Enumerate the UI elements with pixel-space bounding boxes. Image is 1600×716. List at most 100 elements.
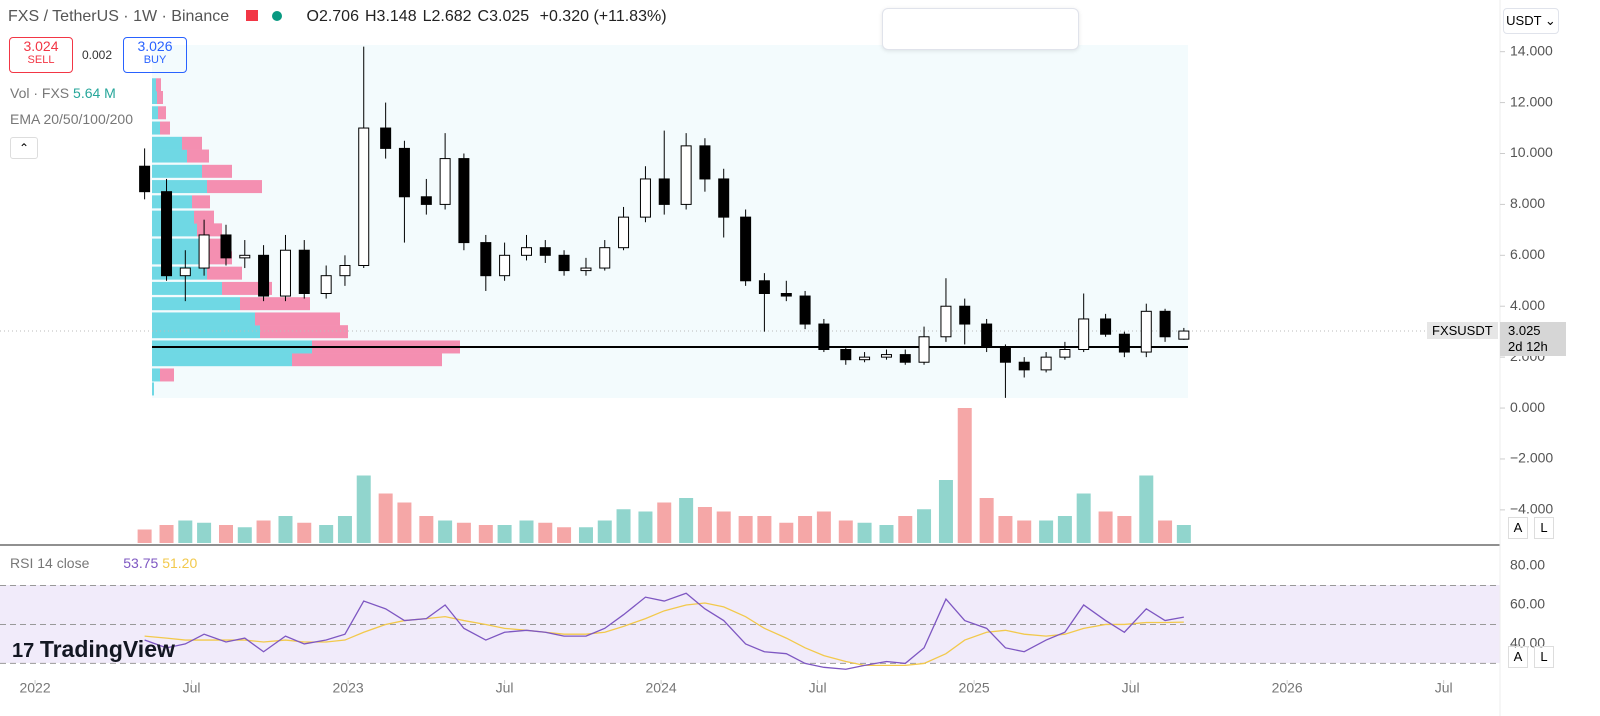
log-button[interactable]: L bbox=[1534, 517, 1554, 539]
volume-bar bbox=[219, 525, 234, 543]
profile-sell bbox=[194, 210, 214, 224]
y-tick-label: −2.000 bbox=[1510, 450, 1553, 466]
candle-body bbox=[1178, 330, 1190, 340]
volume-bar bbox=[957, 408, 972, 543]
drawing-toolbar[interactable] bbox=[882, 8, 1079, 50]
profile-buy bbox=[152, 106, 158, 120]
y-tick-label: 6.000 bbox=[1510, 246, 1545, 262]
x-tick-label: Jul bbox=[809, 680, 827, 696]
candle-body bbox=[239, 254, 251, 259]
volume-bar bbox=[779, 522, 794, 543]
ema-legend: EMA 20/50/100/200 bbox=[10, 111, 133, 127]
volume-bar bbox=[917, 509, 932, 543]
collapse-button[interactable]: ⌃ bbox=[10, 137, 38, 159]
candle-body bbox=[480, 242, 492, 277]
profile-buy bbox=[152, 281, 222, 295]
rsi-tick-label: 80.00 bbox=[1510, 557, 1545, 573]
profile-sell bbox=[292, 353, 442, 367]
candle-body bbox=[658, 178, 670, 205]
currency: USDT bbox=[1506, 13, 1542, 28]
rsi-ma-last: 51.20 bbox=[162, 555, 198, 571]
candle-body bbox=[380, 127, 392, 149]
profile-buy bbox=[152, 382, 154, 396]
volume-bar bbox=[998, 516, 1013, 543]
volume-bar bbox=[738, 516, 753, 543]
candle-body bbox=[139, 165, 151, 193]
profile-buy bbox=[152, 210, 194, 224]
profile-buy bbox=[152, 297, 240, 311]
volume-bar bbox=[697, 507, 712, 543]
profile-sell bbox=[156, 78, 161, 92]
volume-bar bbox=[1057, 516, 1072, 543]
candle-body bbox=[899, 354, 911, 363]
ohlc-value: 2.682 bbox=[431, 8, 472, 25]
last-price: 3.025 bbox=[1508, 323, 1566, 339]
volume-bar bbox=[838, 520, 853, 543]
sell-button[interactable]: 3.024 SELL bbox=[9, 37, 73, 73]
rsi-legend: RSI 14 close 53.75 51.20 bbox=[10, 555, 197, 571]
auto-button[interactable]: A bbox=[1508, 517, 1528, 539]
y-tick-label: 12.000 bbox=[1510, 93, 1553, 109]
log-button[interactable]: L bbox=[1534, 646, 1554, 668]
profile-sell bbox=[160, 121, 170, 135]
change: +0.320 (+11.83%) bbox=[539, 8, 667, 25]
x-tick-label: 2024 bbox=[646, 680, 677, 696]
profile-buy bbox=[152, 368, 160, 382]
candle-body bbox=[220, 234, 232, 259]
candle-body bbox=[859, 356, 871, 361]
buy-button[interactable]: 3.026 BUY bbox=[123, 37, 187, 73]
symbol-tag: FXSUSDT bbox=[1427, 322, 1498, 339]
profile-buy bbox=[152, 164, 202, 178]
profile-buy bbox=[152, 223, 197, 237]
x-tick-label: Jul bbox=[1435, 680, 1453, 696]
symbol[interactable]: FXS / TetherUS bbox=[8, 8, 119, 25]
x-tick-label: Jul bbox=[183, 680, 201, 696]
ohlc-value: 3.148 bbox=[376, 8, 417, 25]
profile-sell bbox=[240, 297, 310, 311]
rsi-tick-label: 60.00 bbox=[1510, 596, 1545, 612]
ohlc-label: L bbox=[422, 8, 432, 25]
volume-bar bbox=[478, 525, 493, 543]
profile-sell bbox=[202, 164, 232, 178]
spread: 0.002 bbox=[82, 48, 113, 62]
ohlc-label: C bbox=[477, 8, 490, 25]
volume-bar bbox=[898, 516, 913, 543]
profile-sell bbox=[157, 90, 163, 104]
volume-bar bbox=[1176, 525, 1191, 543]
candle-body bbox=[718, 178, 730, 218]
candle-body bbox=[439, 158, 451, 205]
y-tick-label: 0.000 bbox=[1510, 399, 1545, 415]
volume-bar bbox=[438, 520, 453, 543]
candle-body bbox=[339, 264, 351, 277]
volume-bar bbox=[857, 522, 872, 543]
candle-body bbox=[959, 305, 971, 325]
volume-bar bbox=[337, 516, 352, 543]
candle-body bbox=[298, 249, 310, 295]
profile-sell bbox=[187, 149, 209, 163]
volume-bar bbox=[879, 525, 894, 543]
currency-select[interactable]: USDT ⌄ bbox=[1503, 8, 1559, 34]
volume-bar bbox=[538, 522, 553, 543]
volume-bar bbox=[979, 498, 994, 543]
buy-price: 3.026 bbox=[137, 38, 173, 54]
profile-buy bbox=[152, 90, 157, 104]
logo: 17 TradingView bbox=[12, 636, 175, 662]
ohlc-value: 2.706 bbox=[318, 8, 359, 25]
candle-body bbox=[1140, 310, 1152, 353]
interval[interactable]: 1W bbox=[133, 8, 158, 25]
profile-sell bbox=[192, 195, 210, 209]
x-tick-label: 2023 bbox=[333, 680, 364, 696]
last-price-value: 3.025 bbox=[1508, 323, 1541, 338]
profile-buy bbox=[152, 312, 255, 326]
flag[interactable] bbox=[245, 10, 258, 21]
volume-bar bbox=[356, 475, 371, 543]
auto-button[interactable]: A bbox=[1508, 646, 1528, 668]
ohlc: O2.706 H3.148 L2.682 C3.025 bbox=[306, 8, 535, 25]
candle-body bbox=[161, 191, 173, 277]
logo-text: TradingView bbox=[39, 636, 175, 662]
candle-body bbox=[320, 275, 332, 295]
volume-legend: Vol · FXS 5.64 M bbox=[10, 85, 116, 101]
candle-body bbox=[639, 178, 651, 218]
